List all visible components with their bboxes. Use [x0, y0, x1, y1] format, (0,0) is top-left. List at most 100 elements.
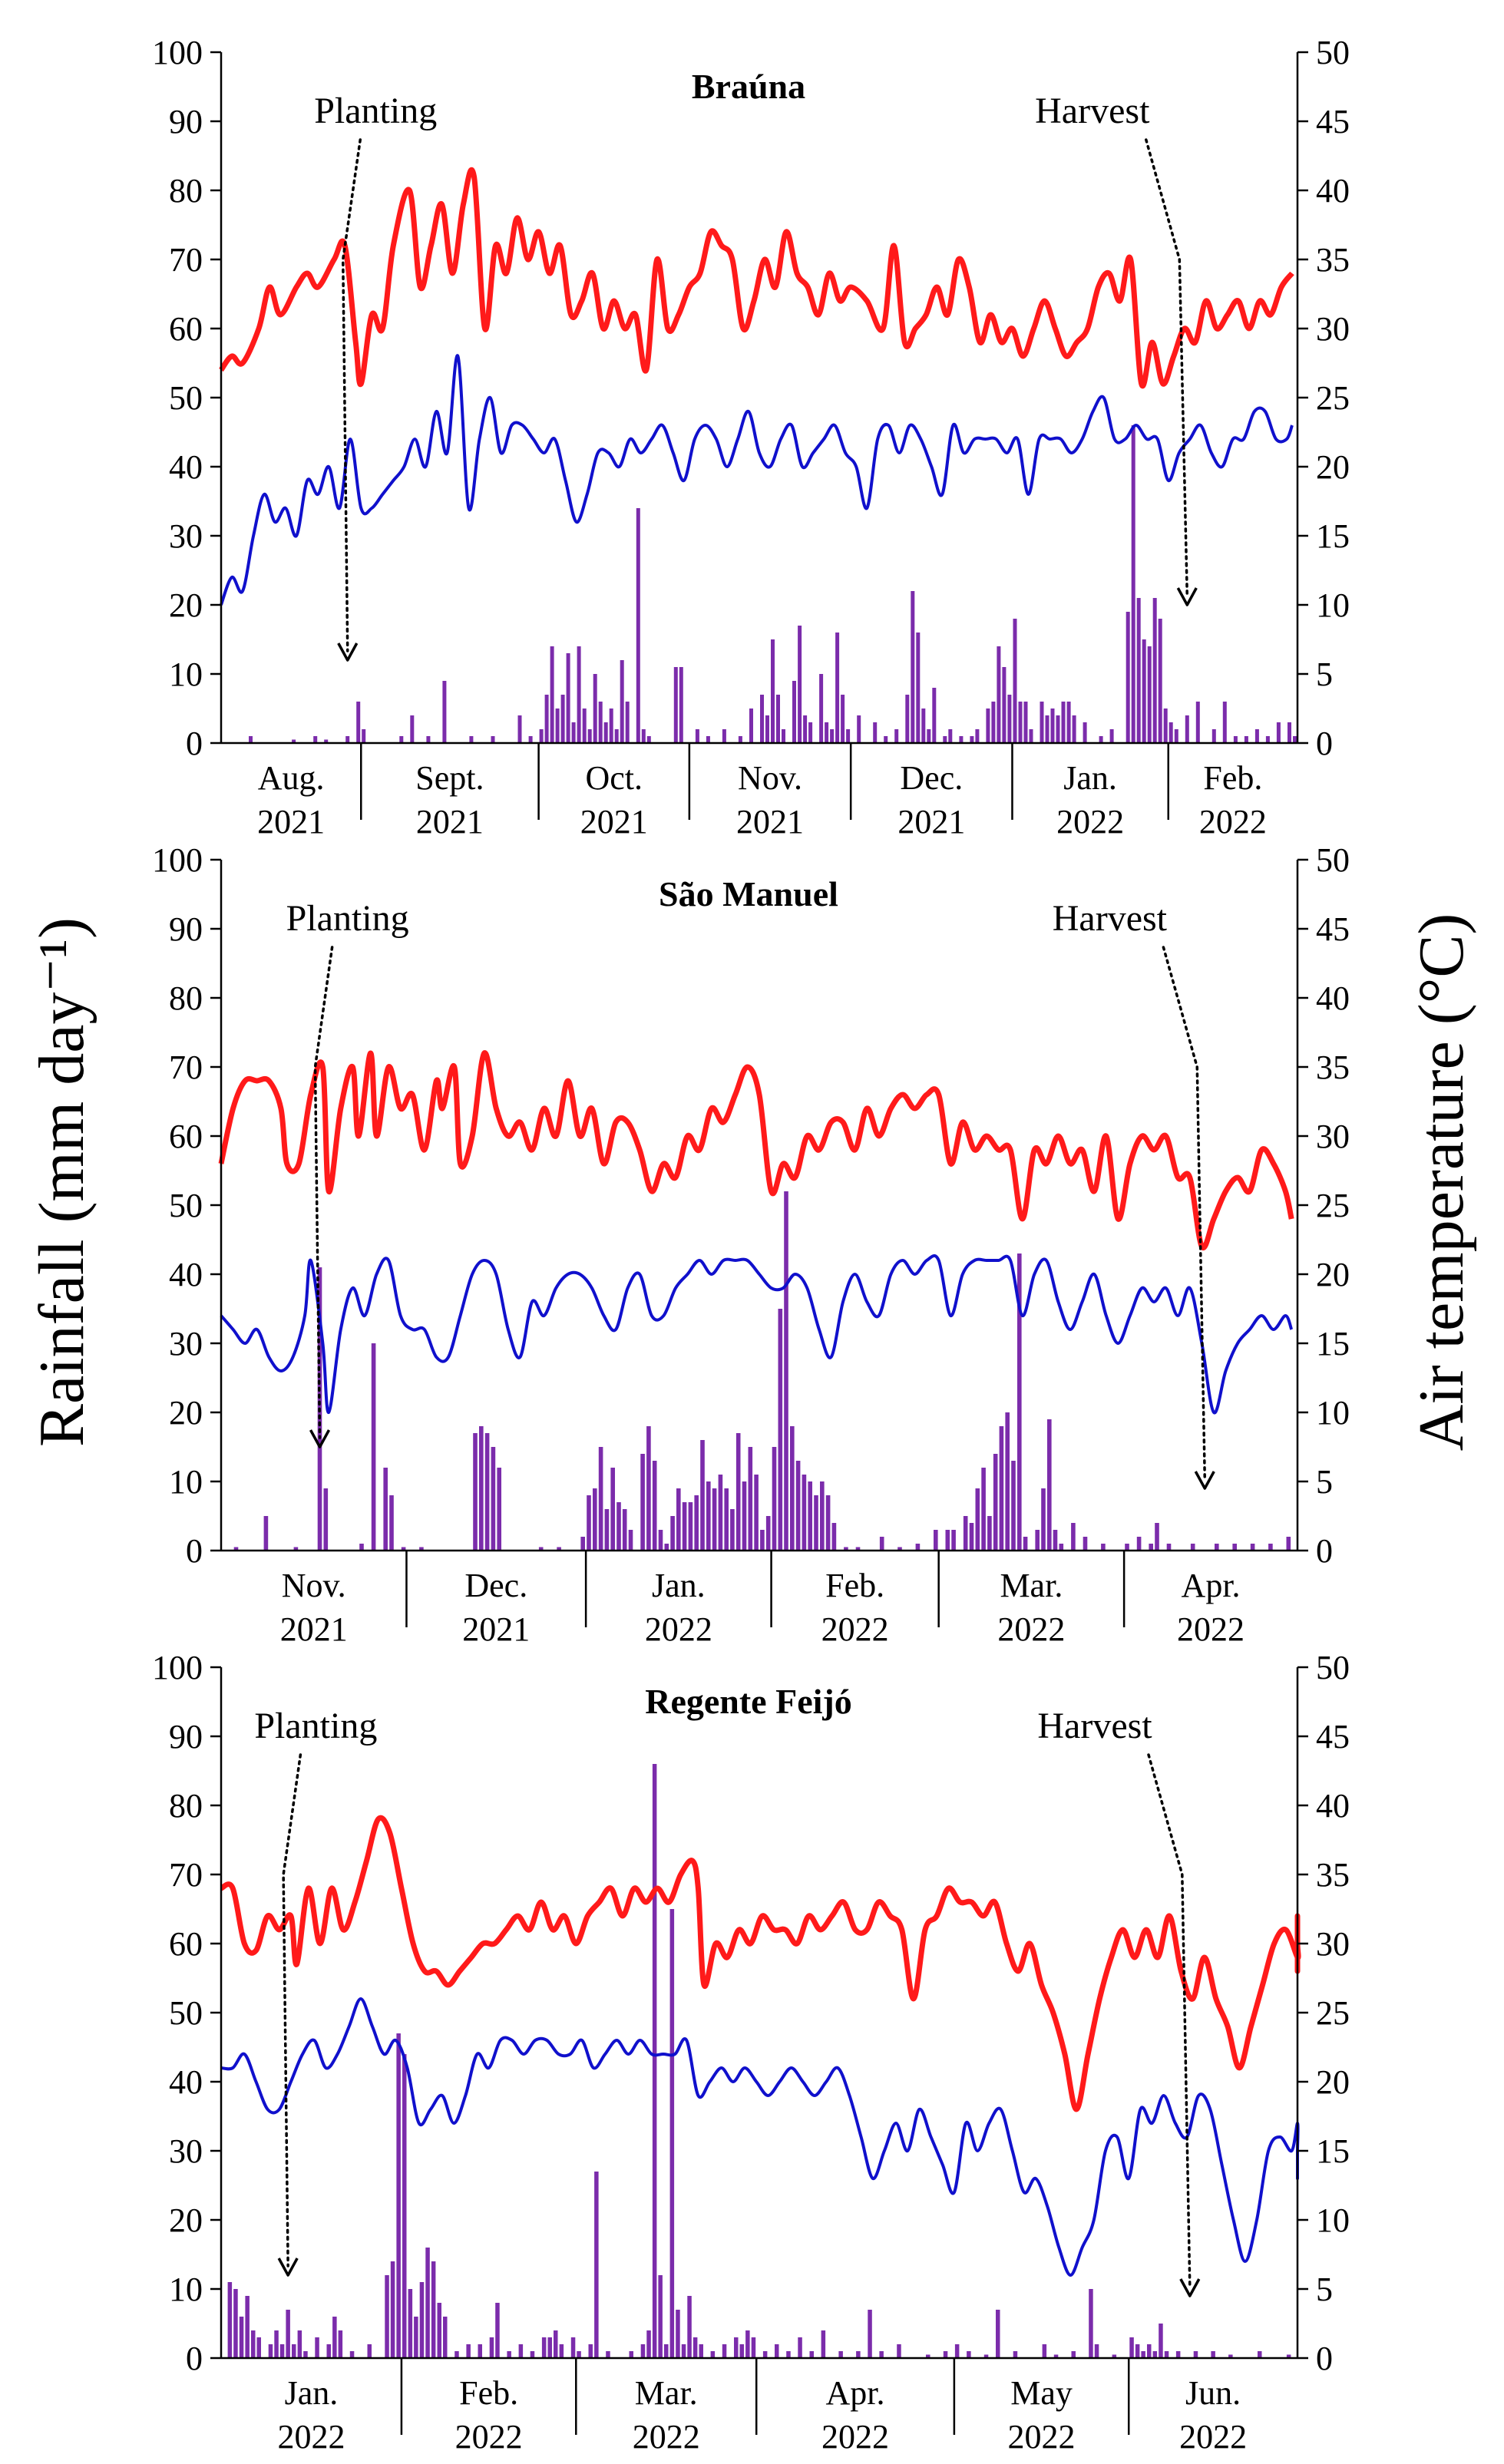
- rain-bar: [640, 2344, 646, 2358]
- rain-bar: [245, 2296, 250, 2358]
- rain-bar: [1071, 1523, 1076, 1551]
- rain-bar: [1164, 2351, 1169, 2358]
- rain-bar: [754, 1475, 759, 1551]
- rain-bar: [1129, 2337, 1134, 2358]
- month-label: Jan.: [652, 1567, 706, 1604]
- rain-bar: [455, 2351, 459, 2358]
- right-tick-label: 0: [1316, 1532, 1333, 1570]
- harvest-arrowhead: [1176, 587, 1198, 606]
- harvest-arrow: [1162, 946, 1207, 1481]
- rain-bar: [286, 2310, 290, 2358]
- rain-bar: [762, 2351, 768, 2358]
- left-tick-label: 20: [169, 2201, 203, 2239]
- left-tick-label: 70: [169, 1856, 203, 1894]
- rain-bar: [598, 702, 603, 743]
- right-tick-label: 50: [1316, 841, 1350, 879]
- rain-bar: [1040, 702, 1044, 743]
- tmax-line: [220, 1815, 1301, 2112]
- rain-bar: [227, 2282, 233, 2358]
- rain-bar: [1042, 2344, 1047, 2358]
- rain-bar: [963, 1516, 968, 1551]
- panel-title: Braúna: [692, 67, 805, 106]
- rain-bar: [943, 736, 947, 743]
- month-year-label: 2022: [1199, 803, 1267, 841]
- rain-bar: [1149, 1544, 1153, 1551]
- right-tick-label: 25: [1316, 379, 1350, 417]
- rain-bar: [557, 1547, 561, 1551]
- rain-bar: [610, 1468, 615, 1551]
- harvest-label: Harvest: [1037, 1706, 1152, 1746]
- rain-bar: [419, 2282, 425, 2358]
- rain-bar: [1045, 715, 1049, 743]
- rain-bar: [688, 1502, 693, 1551]
- rain-bar: [251, 2330, 256, 2358]
- rain-bar: [598, 1447, 603, 1551]
- rain-bar: [1089, 2289, 1093, 2358]
- rain-bar: [1142, 639, 1146, 743]
- rain-bar: [489, 2337, 494, 2358]
- rain-bar: [681, 2344, 686, 2358]
- rain-bar: [855, 1547, 861, 1551]
- left-tick-label: 90: [169, 103, 203, 140]
- rain-bar: [658, 1530, 663, 1551]
- right-tick-label: 15: [1316, 517, 1350, 555]
- rain-bar: [775, 2344, 779, 2358]
- rain-bar: [292, 739, 296, 743]
- rain-bar: [1155, 1523, 1159, 1551]
- rain-bar: [628, 1530, 633, 1551]
- rain-bar: [809, 2351, 814, 2358]
- right-tick-label: 40: [1316, 979, 1350, 1017]
- rain-bar: [332, 2317, 337, 2358]
- month-label: Nov.: [738, 759, 802, 797]
- rain-bar: [367, 2344, 372, 2358]
- rain-bar: [1190, 1544, 1195, 1551]
- right-tick-label: 35: [1316, 1049, 1350, 1086]
- panel-2: 0 10 20 30 40 50 60 70 80 90 100 0 5 10 15 20 25 30 35 40 45…: [152, 841, 1350, 1648]
- rain-bar: [790, 1426, 795, 1551]
- rain-bar: [884, 736, 888, 743]
- rain-bar: [846, 729, 851, 743]
- rain-bar: [1023, 702, 1028, 743]
- rain-bar: [478, 2344, 482, 2358]
- month-label: Dec.: [464, 1567, 527, 1604]
- rain-bar: [587, 729, 592, 743]
- rain-bar: [778, 1309, 783, 1551]
- rain-bar: [735, 1433, 741, 1551]
- rain-bar: [587, 1495, 591, 1551]
- rain-bar: [1258, 2351, 1262, 2358]
- rain-bar: [414, 2317, 418, 2358]
- tmin-line: [220, 1997, 1300, 2277]
- rain-bar: [419, 1547, 424, 1551]
- panel-title: Regente Feijó: [645, 1682, 852, 1721]
- month-label: Mar.: [1000, 1567, 1063, 1604]
- rain-bar: [1083, 722, 1087, 743]
- right-tick-label: 20: [1316, 448, 1350, 486]
- left-tick-label: 10: [169, 656, 203, 693]
- rain-bar: [1109, 729, 1114, 743]
- rain-bar: [614, 729, 619, 743]
- rain-bar: [233, 2289, 238, 2358]
- left-tick-label: 0: [186, 1532, 203, 1570]
- right-tick-label: 30: [1316, 310, 1350, 348]
- rain-bar: [641, 729, 646, 743]
- right-tick-label: 30: [1316, 1118, 1350, 1155]
- rain-bar: [679, 667, 683, 743]
- month-year-label: 2021: [736, 803, 804, 841]
- rain-bar: [1017, 1253, 1022, 1551]
- rain-bar: [857, 715, 861, 743]
- month-label: Dec.: [900, 759, 963, 797]
- rain-bar: [693, 2337, 698, 2358]
- left-tick-label: 100: [152, 841, 203, 879]
- left-tick-label: 10: [169, 1463, 203, 1501]
- rain-bar: [1005, 1412, 1010, 1551]
- rain-bar: [1163, 708, 1168, 743]
- rain-bar: [954, 2344, 960, 2358]
- rain-bar: [570, 2337, 576, 2358]
- right-axis-title: Air temperature (°C): [1406, 913, 1477, 1452]
- rain-bar: [927, 729, 931, 743]
- rain-bar: [710, 2351, 716, 2358]
- rain-bar: [636, 508, 640, 743]
- rain-bar: [868, 2310, 872, 2358]
- rain-bar: [975, 729, 980, 743]
- rain-bar: [897, 1547, 902, 1551]
